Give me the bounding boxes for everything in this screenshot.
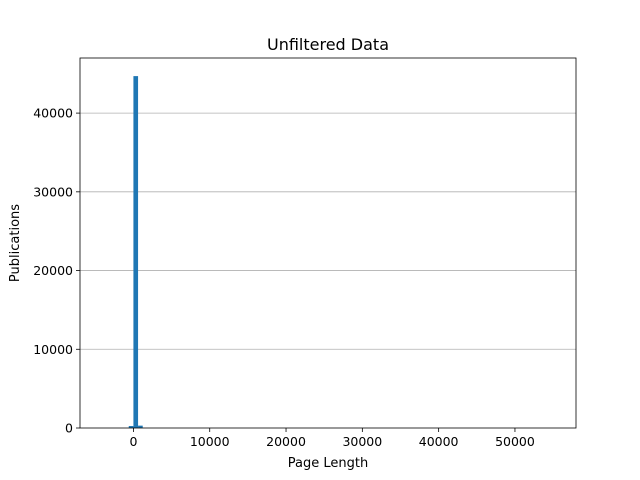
- plot-frame: [79, 57, 577, 429]
- histogram-bar: [133, 76, 139, 428]
- y-tick-label: 30000: [33, 184, 73, 199]
- x-tick-label: 0: [129, 434, 137, 449]
- x-tick-label: 40000: [419, 434, 459, 449]
- x-tick-label: 30000: [342, 434, 382, 449]
- bars: [128, 76, 143, 428]
- x-tick-label: 20000: [266, 434, 306, 449]
- y-axis-label: Publications: [8, 204, 23, 282]
- x-tick-label: 10000: [190, 434, 230, 449]
- histogram-bar: [138, 425, 143, 428]
- x-axis-ticks: 0 10000 20000 30000 40000 50000: [129, 428, 535, 449]
- histogram-bar: [128, 426, 134, 428]
- x-axis-label: Page Length: [288, 456, 368, 471]
- x-tick-label: 50000: [495, 434, 535, 449]
- y-tick-label: 40000: [33, 106, 73, 121]
- chart-title: Unfiltered Data: [267, 35, 389, 54]
- y-tick-label: 10000: [33, 342, 73, 357]
- y-tick-label: 20000: [33, 263, 73, 278]
- y-tick-label: 0: [65, 421, 73, 436]
- grid-lines: [80, 112, 576, 350]
- y-axis-ticks: 0 10000 20000 30000 40000: [33, 106, 80, 436]
